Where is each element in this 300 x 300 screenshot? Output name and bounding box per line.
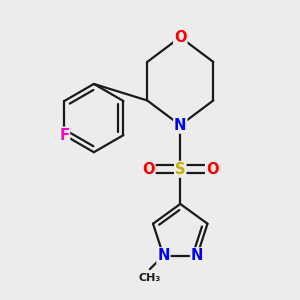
Text: N: N <box>157 248 170 263</box>
Text: CH₃: CH₃ <box>139 274 161 284</box>
Text: O: O <box>174 30 187 45</box>
Text: O: O <box>206 162 218 177</box>
Text: N: N <box>174 118 187 133</box>
Text: O: O <box>142 162 154 177</box>
Text: N: N <box>191 248 203 263</box>
Text: S: S <box>175 162 185 177</box>
Text: F: F <box>59 128 69 142</box>
